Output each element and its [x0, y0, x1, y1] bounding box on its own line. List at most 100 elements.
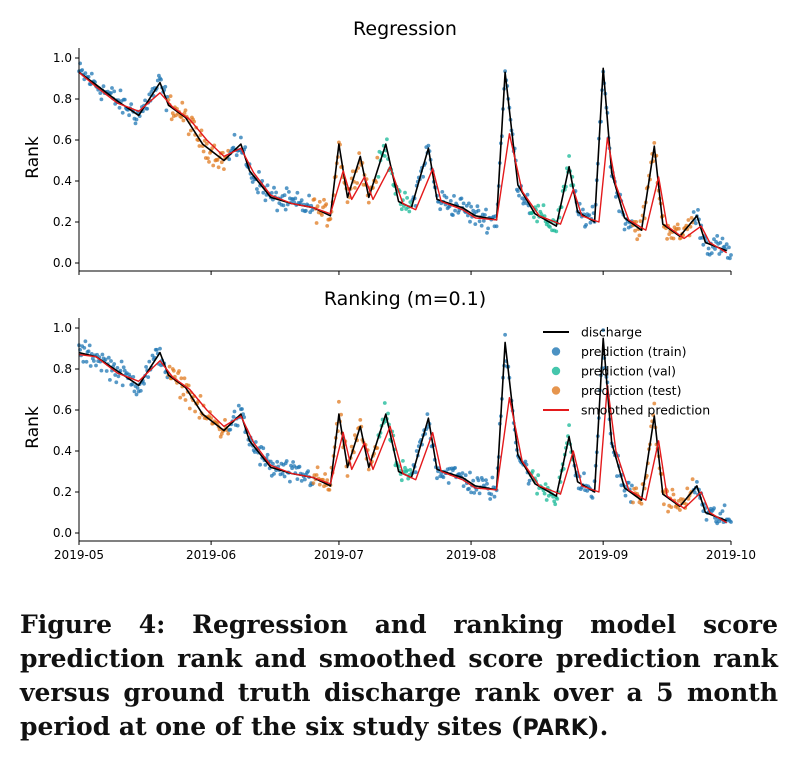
prediction-train-dot: [729, 520, 733, 524]
prediction-train-dot: [425, 412, 430, 416]
prediction-train-dot: [145, 106, 150, 111]
prediction-train-dot: [271, 461, 275, 466]
prediction-train-dot: [622, 227, 627, 232]
prediction-train-dot: [240, 407, 244, 411]
prediction-test-dot: [215, 158, 220, 162]
prediction-train-dot: [692, 490, 697, 495]
prediction-test-dot: [631, 500, 635, 505]
prediction-train-dot: [159, 77, 163, 82]
legend-label: prediction (test): [581, 383, 681, 398]
prediction-test-dot: [219, 160, 224, 165]
prediction-train-dot: [444, 195, 449, 200]
prediction-train-dot: [414, 449, 419, 453]
prediction-test-dot: [222, 167, 226, 172]
prediction-train-dot: [265, 183, 270, 188]
prediction-val-dot: [532, 215, 536, 220]
prediction-train-dot: [503, 332, 507, 337]
prediction-train-dot: [717, 252, 722, 256]
prediction-val-dot: [535, 219, 539, 224]
prediction-train-dot: [83, 339, 88, 344]
prediction-train-dot: [484, 478, 488, 482]
prediction-train-dot: [133, 121, 138, 126]
prediction-train-dot: [461, 484, 466, 488]
prediction-train-dot: [119, 359, 124, 364]
prediction-test-dot: [635, 237, 640, 242]
prediction-train-dot: [250, 180, 255, 184]
prediction-train-dot: [459, 196, 464, 201]
prediction-val-dot: [403, 190, 407, 195]
prediction-train-dot: [480, 478, 485, 482]
prediction-train-dot: [421, 174, 425, 179]
prediction-train-dot: [297, 464, 302, 469]
prediction-train-dot: [239, 135, 243, 140]
prediction-test-dot: [678, 508, 682, 512]
prediction-test-dot: [689, 216, 694, 220]
prediction-test-dot: [207, 160, 211, 164]
prediction-test-dot: [186, 132, 191, 137]
prediction-test-dot: [345, 474, 350, 478]
prediction-train-dot: [617, 209, 621, 214]
prediction-train-dot: [712, 506, 716, 511]
prediction-test-dot: [685, 486, 690, 491]
prediction-val-dot: [405, 196, 409, 200]
prediction-train-dot: [263, 198, 268, 203]
prediction-test-dot: [187, 406, 192, 411]
prediction-train-dot: [163, 84, 168, 89]
prediction-train-dot: [291, 460, 295, 464]
prediction-train-dot: [147, 359, 152, 364]
reg-ytick-label: 0.2: [53, 215, 72, 229]
caption-end: ).: [587, 712, 609, 741]
prediction-test-dot: [349, 444, 354, 449]
rank-ytick-label: 0.0: [53, 526, 72, 540]
prediction-train-dot: [117, 105, 122, 110]
prediction-train-dot: [101, 84, 106, 89]
prediction-test-dot: [181, 392, 186, 397]
prediction-train-dot: [242, 415, 247, 420]
prediction-train-dot: [709, 251, 714, 256]
prediction-train-dot: [494, 224, 499, 229]
prediction-train-dot: [696, 208, 700, 212]
prediction-val-dot: [536, 203, 541, 208]
prediction-train-dot: [520, 196, 525, 201]
prediction-val-dot: [382, 401, 387, 405]
prediction-train-dot: [451, 213, 455, 218]
prediction-val-dot: [401, 459, 405, 463]
prediction-test-dot: [366, 200, 371, 205]
prediction-train-dot: [467, 486, 471, 491]
prediction-test-dot: [206, 156, 210, 161]
prediction-train-dot: [120, 383, 125, 388]
prediction-train-dot: [228, 427, 233, 432]
prediction-train-dot: [81, 359, 86, 364]
prediction-train-dot: [269, 191, 274, 195]
prediction-train-dot: [100, 352, 105, 357]
prediction-test-dot: [353, 186, 357, 190]
prediction-train-dot: [293, 196, 298, 201]
prediction-train-dot: [252, 450, 257, 454]
legend-swatch-dot: [551, 347, 561, 356]
prediction-train-dot: [258, 462, 262, 467]
reg-ytick-label: 0.0: [53, 256, 72, 270]
rank-xtick-label: 2019-08: [446, 548, 496, 562]
prediction-train-dot: [146, 375, 151, 379]
prediction-val-dot: [541, 203, 546, 208]
prediction-train-dot: [724, 242, 729, 247]
prediction-train-dot: [121, 365, 126, 370]
prediction-test-dot: [328, 217, 333, 221]
prediction-test-dot: [186, 383, 191, 388]
prediction-test-dot: [177, 369, 182, 373]
prediction-train-dot: [722, 503, 727, 508]
legend-swatch-dot: [551, 366, 561, 376]
prediction-train-dot: [135, 386, 140, 390]
prediction-train-dot: [82, 346, 87, 350]
prediction-train-dot: [247, 442, 252, 447]
prediction-train-dot: [468, 219, 472, 224]
prediction-val-dot: [530, 469, 535, 473]
prediction-train-dot: [446, 481, 451, 485]
prediction-test-dot: [311, 481, 316, 485]
prediction-train-dot: [147, 92, 152, 97]
prediction-test-dot: [665, 237, 669, 241]
prediction-test-dot: [325, 224, 330, 228]
prediction-train-dot: [127, 113, 131, 118]
prediction-train-dot: [693, 221, 698, 226]
prediction-test-dot: [193, 409, 198, 414]
